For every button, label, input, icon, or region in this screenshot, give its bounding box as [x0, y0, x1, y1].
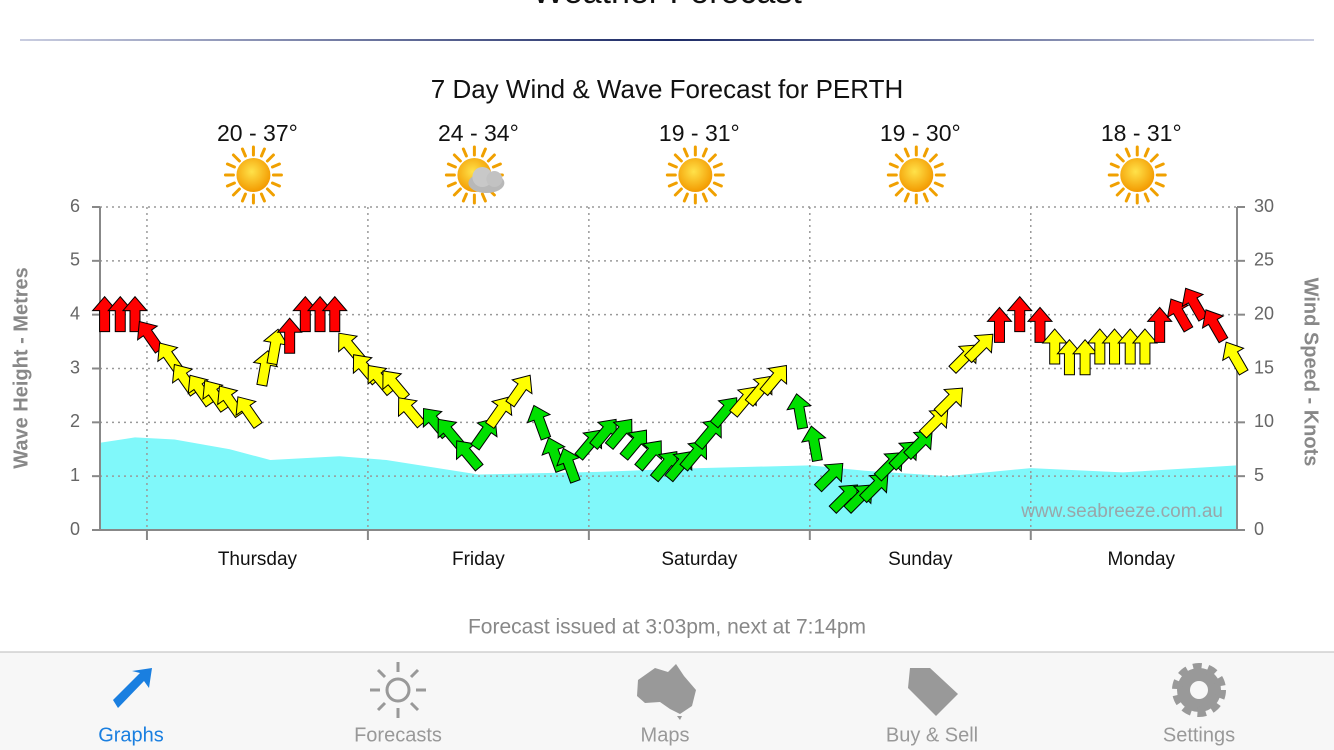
- weather-icon: [886, 145, 946, 205]
- wind-arrow: [187, 374, 215, 408]
- forecasts-icon[interactable]: [370, 662, 426, 718]
- wind-arrow: [1117, 328, 1144, 365]
- weather-icon: [1107, 145, 1167, 205]
- sun-icon: [223, 145, 283, 205]
- wind-arrow: [526, 404, 552, 441]
- wind-arrow: [121, 295, 149, 333]
- wind-arrow: [321, 295, 348, 333]
- watermark: www.seabreeze.com.au: [1020, 501, 1223, 522]
- y-tick-label: 5: [70, 250, 80, 270]
- wind-arrow: [202, 380, 230, 413]
- sun-icon: [665, 145, 725, 205]
- sun-icon: [886, 145, 946, 205]
- day-temp: 24 - 34°: [438, 120, 519, 146]
- buy-sell-icon[interactable]: [908, 668, 958, 716]
- day-temp: 18 - 31°: [1101, 120, 1182, 146]
- graphs-icon[interactable]: [113, 668, 152, 708]
- weather-icon: [444, 145, 505, 205]
- wind-arrow: [694, 418, 722, 451]
- chart-title: 7 Day Wind & Wave Forecast for PERTH: [431, 74, 903, 104]
- forecast-issued: Forecast issued at 3:03pm, next at 7:14p…: [468, 616, 866, 639]
- y-axis-title: Wave Height - Metres: [10, 267, 32, 469]
- day-label: Monday: [1107, 549, 1175, 570]
- y2-tick-label: 20: [1254, 303, 1274, 323]
- wind-arrow: [634, 440, 662, 472]
- day-temp: 20 - 37°: [217, 120, 298, 146]
- y2-tick-label: 25: [1254, 250, 1274, 270]
- wind-arrow: [604, 418, 633, 451]
- wind-arrow: [235, 396, 263, 430]
- settings-icon[interactable]: [1172, 663, 1226, 717]
- tab-label[interactable]: Maps: [641, 724, 690, 746]
- y-tick-label: 0: [70, 519, 80, 539]
- wind-arrow: [1131, 328, 1159, 365]
- wind-arrow: [933, 387, 964, 418]
- wind-arrow: [918, 409, 949, 439]
- wind-arrow: [1026, 306, 1054, 343]
- y2-tick-label: 5: [1254, 465, 1264, 485]
- wind-arrow: [485, 396, 513, 430]
- tab-label[interactable]: Buy & Sell: [886, 724, 978, 746]
- header-divider: [20, 39, 1314, 41]
- day-label: Thursday: [218, 549, 298, 570]
- wind-arrow: [382, 370, 411, 402]
- wind-arrow: [800, 425, 827, 463]
- wind-arrow: [619, 429, 648, 461]
- y2-tick-label: 15: [1254, 357, 1274, 377]
- wind-arrow: [963, 333, 994, 364]
- wind-arrow: [556, 447, 581, 484]
- tab-label[interactable]: Forecasts: [354, 724, 442, 746]
- sun-icon: [1107, 145, 1167, 205]
- wind-arrow: [107, 295, 134, 333]
- y2-tick-label: 0: [1254, 519, 1264, 539]
- day-label: Saturday: [661, 549, 738, 570]
- wind-arrow: [679, 440, 708, 472]
- wind-arrow: [1166, 298, 1194, 333]
- header-title: Weather Forecast: [532, 0, 802, 11]
- wind-arrow: [1222, 341, 1249, 376]
- y2-axis-title: Wind Speed - Knots: [1300, 278, 1322, 467]
- maps-icon[interactable]: [637, 664, 696, 720]
- chart: 7 Day Wind & Wave Forecast for PERTH Wav…: [10, 74, 1321, 570]
- wind-arrow: [367, 364, 396, 397]
- wind-arrow: [759, 364, 788, 397]
- day-temp: 19 - 31°: [659, 120, 740, 146]
- wind-arrow: [1056, 338, 1083, 376]
- day-label: Friday: [452, 549, 505, 570]
- wind-arrow: [786, 393, 812, 430]
- y-tick-label: 4: [70, 303, 80, 323]
- day-temp: 19 - 30°: [880, 120, 961, 146]
- y2-tick-label: 10: [1254, 411, 1274, 431]
- wind-arrow: [276, 317, 303, 354]
- wind-arrow: [903, 430, 933, 461]
- y-tick-label: 2: [70, 411, 80, 431]
- wind-arrow: [1146, 306, 1173, 343]
- tab-label[interactable]: Settings: [1163, 724, 1235, 746]
- wind-arrow: [1006, 295, 1033, 333]
- day-label: Sunday: [888, 549, 953, 570]
- weather-icon: [223, 145, 283, 205]
- wind-arrow: [1101, 328, 1128, 365]
- tab-label[interactable]: Graphs: [98, 724, 164, 746]
- wind-arrow: [1201, 309, 1229, 344]
- wind-arrow: [813, 462, 844, 493]
- y-tick-label: 6: [70, 196, 80, 216]
- y2-tick-label: 30: [1254, 196, 1274, 216]
- y-tick-label: 1: [70, 465, 80, 485]
- tab-bar: Graphs Forecasts Maps Buy & Sell Settings: [0, 651, 1334, 750]
- weather-icon: [665, 145, 725, 205]
- wind-arrow: [986, 306, 1013, 343]
- wind-arrow: [858, 473, 889, 504]
- wind-arrow: [1072, 338, 1099, 376]
- wind-arrow: [1041, 328, 1068, 365]
- y-tick-label: 3: [70, 357, 80, 377]
- wave-area: [100, 437, 1237, 530]
- wind-arrow: [397, 397, 426, 429]
- wind-arrow: [1181, 287, 1209, 322]
- wind-arrow: [505, 374, 533, 408]
